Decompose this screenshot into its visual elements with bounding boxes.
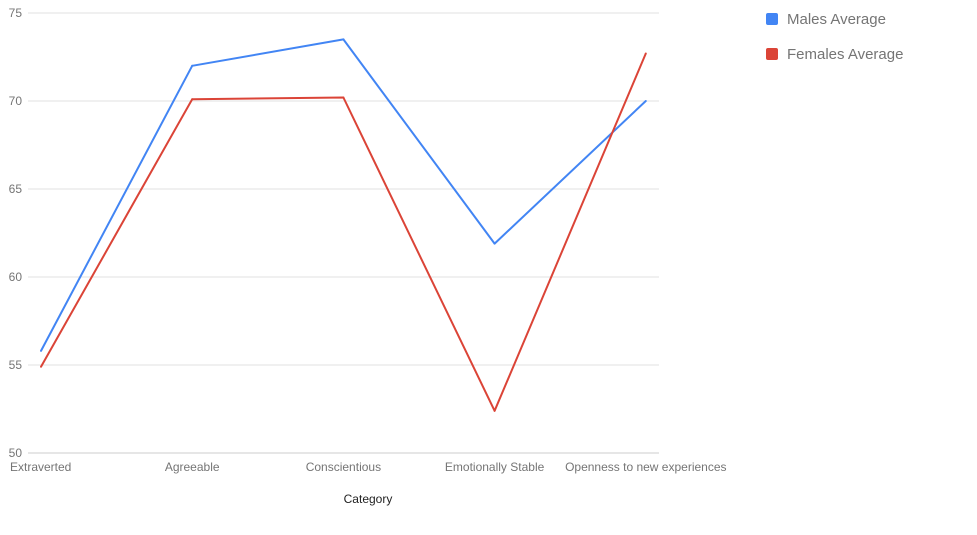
- data-point: [644, 52, 647, 55]
- y-tick-label: 70: [9, 94, 23, 108]
- series-lines: [40, 38, 647, 412]
- x-axis-title: Category: [344, 492, 393, 506]
- legend-label: Females Average: [787, 46, 903, 63]
- x-tick-label: Extraverted: [10, 460, 71, 474]
- data-point: [191, 98, 194, 101]
- x-tick-label: Conscientious: [306, 460, 381, 474]
- gridlines: [28, 12, 659, 454]
- legend-swatch: [766, 48, 778, 60]
- data-point: [644, 100, 647, 102]
- x-tick-label: Agreeable: [165, 460, 220, 474]
- series-line-females: [40, 53, 647, 412]
- data-point: [342, 38, 345, 41]
- data-point: [40, 365, 42, 368]
- x-tick-label: Emotionally Stable: [445, 460, 545, 474]
- data-point: [493, 242, 496, 245]
- y-tick-label: 50: [9, 446, 23, 460]
- y-axis-ticks: 50 55 60 65 70 75: [9, 6, 23, 460]
- y-tick-label: 65: [9, 182, 23, 196]
- legend-label: Males Average: [787, 11, 886, 28]
- series-line-males: [40, 38, 647, 352]
- x-tick-label: Openness to new experiences: [565, 460, 726, 474]
- data-point: [191, 64, 194, 67]
- y-tick-label: 75: [9, 6, 23, 20]
- data-point: [342, 96, 345, 99]
- legend: Males Average Females Average: [766, 11, 903, 63]
- x-axis-ticks: Extraverted Agreeable Conscientious Emotion…: [10, 460, 727, 474]
- data-point: [493, 409, 496, 412]
- data-point: [40, 349, 42, 352]
- y-tick-label: 60: [9, 270, 23, 284]
- legend-swatch: [766, 13, 778, 25]
- y-tick-label: 55: [9, 358, 23, 372]
